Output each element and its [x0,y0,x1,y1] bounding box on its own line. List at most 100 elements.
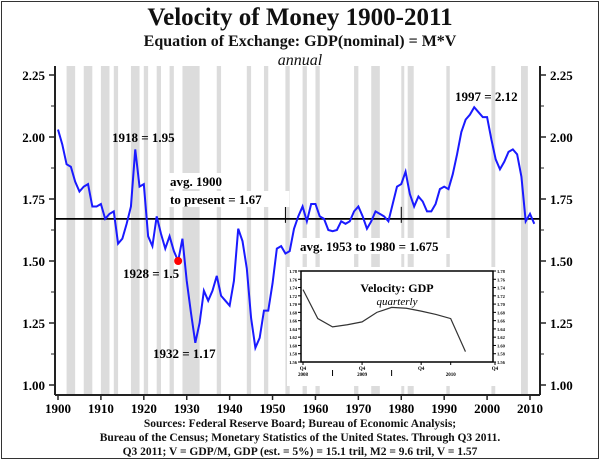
x-tick-label: 1920 [131,401,157,416]
inset-y-tick-label-right: 1.60 [497,343,506,348]
x-tick-label: 1980 [388,401,414,416]
inset-title: Velocity: GDP [360,281,433,295]
footer-line-1: Sources: Federal Reserve Board; Bureau o… [143,418,457,430]
recession-band [407,66,414,395]
inset-y-tick-label: 1.60 [289,343,298,348]
annotation-avg-1953-1980-bg [298,238,475,254]
x-tick-label: 1950 [260,401,286,416]
inset-x-tick-year: 2010 [446,373,457,378]
inset-y-tick-label: 1.56 [289,360,298,365]
avg-label-line-2: to present = 1.67 [170,192,262,207]
x-tick-label: 1900 [45,401,71,416]
chart-title: Velocity of Money 1900-2011 [147,4,453,31]
inset-y-tick-label-right: 1.70 [497,302,506,307]
inset-y-tick-label-right: 1.68 [497,310,506,315]
inset-y-tick-label-right: 1.56 [497,360,506,365]
recession-band [130,66,140,395]
recession-band [491,66,496,395]
inset-subtitle: quarterly [377,296,418,308]
x-tick-label: 1970 [345,401,371,416]
recession-band [216,66,222,395]
inset-frame [300,270,494,363]
y-tick-label-right: 1.75 [550,192,573,207]
y-tick-label-right: 2.25 [550,68,573,83]
inset-y-tick-label: 1.76 [289,277,298,282]
y-tick-label-right: 1.50 [550,254,573,269]
recession-band [354,66,359,395]
annotation-1932: 1932 = 1.17 [153,346,216,361]
recession-band [83,66,93,395]
y-tick-label: 1.25 [22,316,45,331]
inset-y-tick-label: 1.64 [289,327,298,332]
footer-line-2: Bureau of the Census; Monetary Statistic… [99,432,501,444]
y-tick-label-right: 1.25 [550,316,573,331]
inset-y-tick-label-right: 1.76 [497,277,506,282]
chart-subtitle-annual: annual [277,52,323,69]
chart-subtitle: Equation of Exchange: GDP(nominal) = M*V [143,33,457,50]
annotation-1928: 1928 = 1.5 [123,266,180,281]
y-tick-label: 1.50 [22,254,45,269]
recession-band [371,66,380,395]
annotation-1997: 1997 = 2.12 [455,89,518,104]
recession-band [246,66,252,395]
inset-velocity-line [302,289,467,352]
annotation-avg-1953-1980: avg. 1953 to 1980 = 1.675 [300,239,439,254]
y-tick-label-right: 1.00 [550,378,573,393]
x-tick-label: 1960 [302,401,328,416]
y-tick-label: 2.25 [22,68,45,83]
y-tick-label: 2.00 [22,130,45,145]
inset-y-tick-label-right: 1.74 [497,286,506,291]
inset-y-tick-label: 1.70 [289,302,298,307]
inset-y-tick-label-right: 1.58 [497,352,506,357]
inset-x-tick-year: 2008 [298,373,309,378]
inset-y-tick-label: 1.78 [289,269,298,274]
x-tick-label: 1930 [174,401,200,416]
inset-y-tick-label-right: 1.62 [497,335,506,340]
inset-y-tick-label: 1.68 [289,310,298,315]
x-tick-label: 2000 [474,401,500,416]
annotation-1918: 1918 = 1.95 [112,130,175,145]
inset-y-tick-label-right: 1.66 [497,319,506,324]
inset-y-tick-label-right: 1.64 [497,327,506,332]
recession-band [143,66,149,395]
recession-band [169,66,174,395]
inset-y-tick-label: 1.74 [289,286,298,291]
x-tick-label: 1910 [88,401,114,416]
inset-y-tick-label: 1.72 [289,294,298,299]
x-tick-label: 2010 [517,401,543,416]
recession-band [520,66,528,395]
avg-label-line-1-bg [168,173,235,189]
inset-y-tick-label-right: 1.72 [497,294,506,299]
recession-band [100,66,110,395]
inset-y-tick-label-right: 1.78 [497,269,506,274]
avg-label-line-1: avg. 1900 [170,174,222,189]
inset-x-tick-label: Q4 [300,367,307,372]
recession-band [446,66,450,395]
velocity-line [57,105,536,352]
recession-band [285,66,290,395]
recession-band [66,66,76,395]
recession-band [263,66,269,395]
footer-line-3: Q3 2011; V = GDP/M, GDP (est. = 5%) = 15… [122,446,478,458]
recession-band [156,66,161,395]
recession-band [182,66,200,395]
inset-y-tick-label: 1.62 [289,335,298,340]
y-tick-label: 1.00 [22,378,45,393]
recession-band [401,66,405,395]
recession-band [302,66,307,395]
recession-band [315,66,320,395]
marker-1928 [174,257,183,265]
inset-x-tick-label: Q4 [492,367,499,372]
inset-y-tick-label: 1.58 [289,352,298,357]
x-tick-label: 1940 [217,401,243,416]
inset-x-tick-label: Q4 [418,367,425,372]
inset-x-tick-year: 2009 [357,373,368,378]
inset-y-tick-label: 1.66 [289,319,298,324]
x-tick-label: 1990 [431,401,457,416]
y-tick-label-right: 2.00 [550,130,573,145]
avg-label-line-2-bg [168,191,290,207]
inset-x-tick-label: Q4 [359,367,366,372]
y-tick-label: 1.75 [22,192,45,207]
